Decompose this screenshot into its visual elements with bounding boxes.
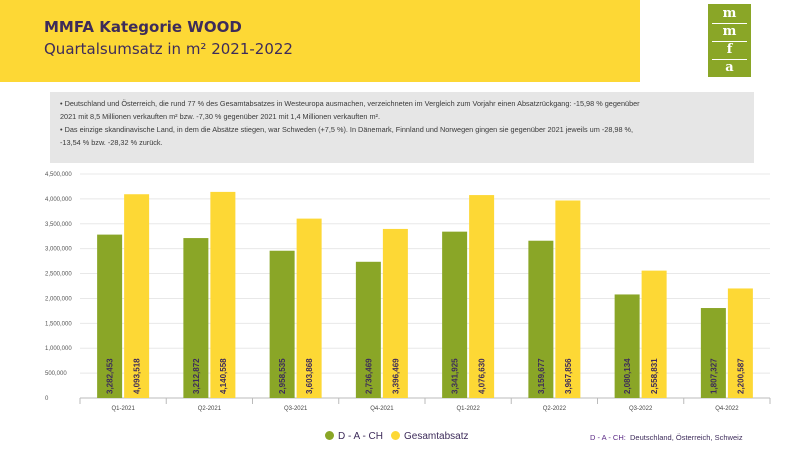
- bar-gesamt: [555, 200, 581, 398]
- note-line: 2021 mit 8,5 Millionen verkauften m² bzw…: [60, 112, 381, 121]
- data-label: 2,558,831: [650, 358, 659, 394]
- y-tick-label: 3,000,000: [45, 247, 72, 253]
- logo-letter: m: [722, 6, 737, 21]
- x-tick-label: Q4-2022: [715, 406, 739, 412]
- logo-divider: [712, 23, 747, 24]
- note-line: • Das einzige skandinavische Land, in de…: [60, 125, 634, 134]
- bar-gesamt: [124, 194, 150, 398]
- footnote: D - A - CH: Deutschland, Österreich, Sch…: [590, 433, 743, 442]
- data-label: 3,603,868: [305, 358, 314, 394]
- data-label: 3,212,872: [192, 358, 201, 394]
- data-label: 3,341,925: [451, 358, 460, 394]
- y-tick-label: 4,500,000: [45, 172, 72, 178]
- y-tick-label: 0: [45, 396, 49, 402]
- note-line: • Deutschland und Österreich, die rund 7…: [60, 99, 640, 108]
- y-tick-label: 3,500,000: [45, 222, 72, 228]
- data-label: 1,807,327: [709, 358, 718, 394]
- x-tick-label: Q3-2021: [284, 406, 308, 412]
- legend-swatch-dach: [325, 431, 334, 440]
- bar-dach: [97, 234, 123, 398]
- data-label: 3,967,856: [564, 358, 573, 394]
- notes-box: • Deutschland und Österreich, die rund 7…: [50, 92, 754, 163]
- y-tick-label: 4,000,000: [45, 197, 72, 203]
- page-subtitle: Quartalsumsatz in m² 2021-2022: [44, 40, 293, 58]
- bar-dach: [355, 261, 381, 398]
- bar-gesamt: [210, 191, 236, 398]
- bar-dach: [614, 294, 640, 398]
- x-tick-label: Q2-2022: [543, 406, 567, 412]
- legend-label-dach: D - A - CH: [338, 431, 384, 442]
- bar-gesamt: [469, 195, 495, 398]
- bar-dach: [700, 308, 726, 398]
- y-tick-label: 1,500,000: [45, 321, 72, 327]
- y-tick-label: 2,000,000: [45, 296, 72, 302]
- legend-item-gesamt: Gesamtabsatz: [391, 431, 468, 442]
- data-label: 2,736,469: [364, 358, 373, 394]
- header-banner: MMFA Kategorie WOOD Quartalsumsatz in m²…: [0, 0, 640, 82]
- bar-gesamt: [296, 218, 322, 398]
- bar-gesamt: [727, 288, 753, 398]
- bar-gesamt: [382, 228, 408, 398]
- logo-divider: [712, 41, 747, 42]
- data-label: 4,140,558: [219, 358, 228, 394]
- legend-item-dach: D - A - CH: [325, 431, 383, 442]
- bar-dach: [183, 238, 209, 398]
- bar-dach: [442, 231, 468, 398]
- data-label: 2,958,535: [278, 358, 287, 394]
- y-tick-label: 1,000,000: [45, 346, 72, 352]
- y-tick-label: 500,000: [45, 371, 67, 377]
- bar-dach: [269, 250, 295, 398]
- footnote-key: D - A - CH:: [590, 433, 626, 442]
- note-line: -13,54 % bzw. -28,32 % zurück.: [60, 138, 163, 147]
- logo-letter: a: [725, 60, 734, 75]
- data-label: 3,159,677: [537, 358, 546, 394]
- legend-swatch-gesamt: [391, 431, 400, 440]
- logo-letter: f: [726, 42, 733, 57]
- footnote-text: Deutschland, Österreich, Schweiz: [630, 433, 743, 442]
- legend-label-gesamt: Gesamtabsatz: [404, 431, 469, 442]
- mmfa-logo: m m f a: [708, 4, 751, 77]
- data-label: 4,076,630: [478, 358, 487, 394]
- data-label: 2,080,134: [623, 358, 632, 394]
- data-label: 2,200,587: [736, 358, 745, 394]
- x-tick-label: Q1-2022: [456, 406, 480, 412]
- x-tick-label: Q1-2021: [111, 406, 135, 412]
- logo-letter: m: [722, 24, 737, 39]
- x-tick-label: Q3-2022: [629, 406, 653, 412]
- data-label: 3,396,469: [391, 358, 400, 394]
- page-title: MMFA Kategorie WOOD: [44, 18, 242, 36]
- logo-divider: [712, 59, 747, 60]
- bar-gesamt: [641, 270, 667, 398]
- bar-dach: [528, 240, 554, 398]
- x-tick-label: Q4-2021: [370, 406, 394, 412]
- x-tick-label: Q2-2021: [198, 406, 222, 412]
- data-label: 4,093,518: [133, 358, 142, 394]
- bar-chart: 0 500,000 1,000,000 1,500,000 2,000,000 2,500…: [45, 172, 771, 412]
- data-label: 3,282,453: [106, 358, 115, 394]
- y-tick-label: 2,500,000: [45, 272, 72, 278]
